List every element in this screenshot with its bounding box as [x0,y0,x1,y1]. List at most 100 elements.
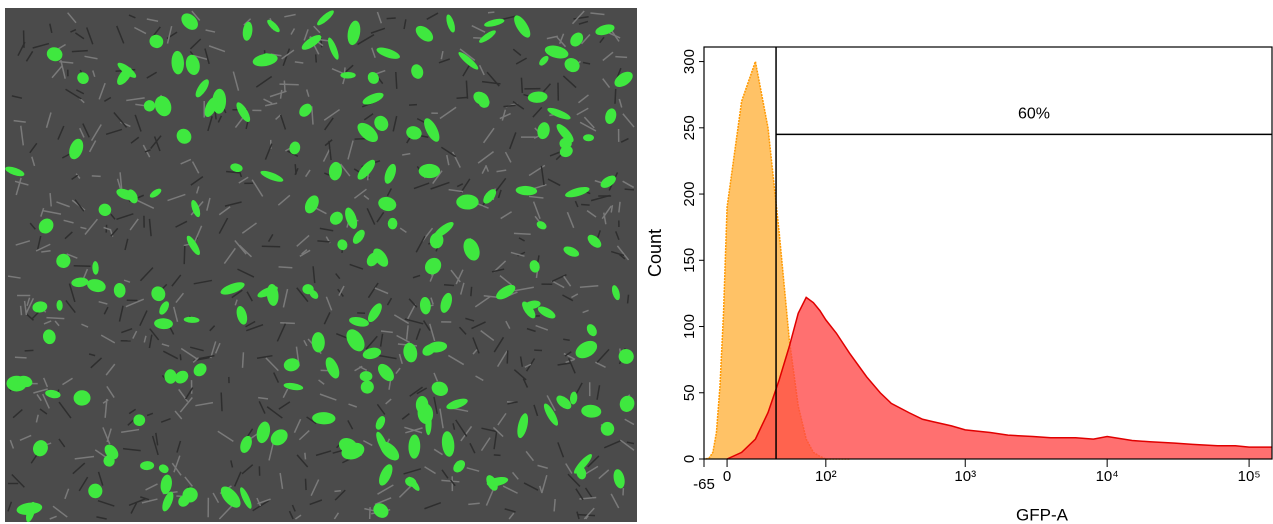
cell-texture [323,312,331,325]
cell-texture [578,20,589,25]
cell-texture [328,140,332,161]
cell-texture [579,284,599,288]
cell-texture [586,210,597,218]
cell-texture [70,28,77,33]
cell-texture [514,286,534,292]
cell-texture [218,206,231,216]
cell-texture [496,169,507,173]
gfp-cell [595,24,615,36]
cell-texture [595,361,606,368]
cell-texture [144,149,151,153]
cell-texture [433,448,443,456]
cell-texture [52,505,68,518]
cell-texture [189,38,202,50]
cell-texture [104,398,108,418]
cell-texture [501,109,507,121]
cell-texture [603,439,622,449]
cell-texture [218,504,233,520]
y-axis-label: Count [645,229,665,277]
cell-texture [14,180,29,186]
gfp-cell [583,134,595,142]
cell-texture [422,320,431,331]
gfp-cell [87,279,106,293]
cell-texture [110,213,116,220]
cell-texture [68,283,76,303]
cell-texture [128,14,136,19]
cell-texture [386,297,393,306]
cell-texture [103,226,112,231]
cell-texture [148,334,153,349]
cell-texture [395,71,398,89]
cell-texture [441,469,449,479]
cell-texture [504,151,512,163]
cell-texture [35,243,51,252]
cell-texture [226,170,240,174]
cell-texture [74,455,95,460]
cell-texture [456,96,468,100]
cell-texture [574,200,579,208]
cell-texture [474,296,491,308]
gfp-cell [384,163,397,184]
gfp-cell [441,431,455,457]
cell-texture [296,454,309,468]
gfp-cell [367,303,382,323]
cell-texture [618,253,626,260]
cell-texture [465,317,475,322]
cell-texture [380,330,393,334]
y-tick-label: 0 [681,455,698,463]
gfp-cell [570,32,584,47]
cell-texture [72,462,86,475]
gfp-cell [377,363,394,382]
gfp-cell [419,296,431,315]
cell-texture [500,211,512,220]
cell-texture [499,275,513,286]
cell-texture [97,500,115,507]
cell-texture [415,328,421,341]
cell-texture [171,462,182,476]
cell-texture [278,401,291,410]
cell-texture [458,326,467,335]
cell-texture [339,163,351,177]
gfp-cell [440,292,452,313]
cell-texture [512,48,522,56]
cell-texture [26,297,31,306]
gfp-cell [191,199,201,218]
cell-texture [116,213,134,221]
cell-texture [493,336,505,353]
gfp-cell [544,45,569,59]
cell-texture [579,121,597,132]
cell-texture [74,32,85,40]
gfp-cell [418,163,441,179]
cell-texture [408,298,418,308]
gfp-cell [563,246,580,257]
gfp-cell [341,442,365,460]
cell-texture [204,48,210,65]
gfp-cell [164,369,177,384]
cell-texture [507,401,518,405]
cell-texture [71,49,88,53]
cell-texture [478,64,485,76]
cell-texture [7,501,13,512]
cell-texture [319,227,334,232]
cell-texture [76,89,85,95]
gfp-cell [524,300,541,310]
cell-texture [386,188,393,197]
cell-texture [84,55,98,60]
cell-texture [198,354,215,360]
gfp-cell [92,261,99,275]
cell-texture [139,267,154,282]
cell-texture [294,167,299,176]
cell-texture [481,165,488,174]
cell-texture [273,372,280,383]
cell-texture [275,114,282,120]
cell-texture [587,455,600,468]
cell-texture [128,408,137,415]
cell-texture [596,348,610,363]
cell-texture [349,263,364,270]
cell-texture [481,427,498,433]
micro-background [5,8,637,522]
cell-texture [371,47,376,59]
cell-texture [424,466,436,475]
cell-texture [258,396,269,400]
